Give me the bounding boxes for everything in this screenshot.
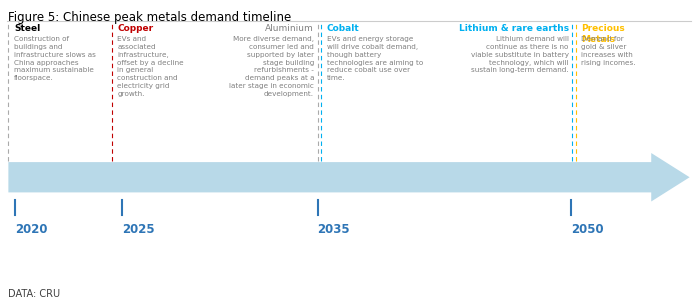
Text: EVs and energy storage
will drive cobalt demand,
though battery
technologies are: EVs and energy storage will drive cobalt… bbox=[327, 36, 423, 81]
Text: Aluminium: Aluminium bbox=[265, 24, 314, 33]
Text: Steel: Steel bbox=[14, 24, 40, 33]
Text: DATA: CRU: DATA: CRU bbox=[8, 289, 61, 299]
Text: Demand for
gold & silver
increases with
rising incomes.: Demand for gold & silver increases with … bbox=[581, 36, 636, 66]
Text: 2025: 2025 bbox=[122, 223, 155, 236]
Text: Precious
Metals: Precious Metals bbox=[581, 24, 625, 44]
Text: Lithium & rare earths: Lithium & rare earths bbox=[459, 24, 569, 33]
Text: 2020: 2020 bbox=[15, 223, 48, 236]
Text: EVs and
associated
infrastructure,
offset by a decline
in general
construction a: EVs and associated infrastructure, offse… bbox=[117, 36, 184, 97]
Text: Figure 5: Chinese peak metals demand timeline: Figure 5: Chinese peak metals demand tim… bbox=[8, 11, 292, 24]
Text: Lithium demand will
continue as there is no
viable substitute in battery
technol: Lithium demand will continue as there is… bbox=[471, 36, 569, 73]
Polygon shape bbox=[8, 153, 690, 201]
Text: Cobalt: Cobalt bbox=[327, 24, 359, 33]
Text: 2035: 2035 bbox=[318, 223, 350, 236]
Text: More diverse demand,
consumer led and
supported by later
stage building
refurbis: More diverse demand, consumer led and su… bbox=[229, 36, 314, 97]
Text: Copper: Copper bbox=[117, 24, 154, 33]
Text: Construction of
buildings and
infrastructure slows as
China approaches
maximum s: Construction of buildings and infrastruc… bbox=[14, 36, 96, 81]
Text: 2050: 2050 bbox=[571, 223, 604, 236]
